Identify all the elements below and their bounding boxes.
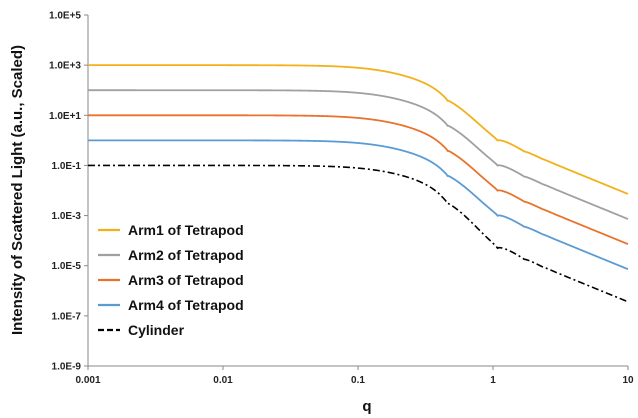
- y-tick-label: 1.0E+5: [49, 11, 81, 22]
- series-line-3: [88, 114, 629, 245]
- legend-label: Arm2 of Tetrapod: [128, 247, 244, 263]
- x-axis-ticks: 0.001 0.01 0.1 1 10: [75, 366, 634, 386]
- y-tick-label: 1.0E+3: [49, 61, 81, 72]
- x-tick-label: 0.1: [351, 375, 365, 386]
- legend-label: Arm3 of Tetrapod: [128, 272, 244, 288]
- y-axis-ticks: 1.0E-9 1.0E-7 1.0E-5 1.0E-3 1.0E-1 1.0E+1 1.0E…: [49, 11, 88, 373]
- legend-label: Arm1 of Tetrapod: [128, 222, 244, 238]
- legend-label: Cylinder: [128, 322, 185, 338]
- x-tick-label: 1: [490, 375, 496, 386]
- y-tick-label: 1.0E-1: [52, 161, 82, 172]
- x-tick-label: 10: [622, 375, 634, 386]
- y-tick-label: 1.0E-7: [52, 311, 82, 322]
- series-lines: [88, 64, 629, 303]
- x-axis-title: q: [362, 398, 371, 415]
- x-tick-label: 0.01: [213, 375, 233, 386]
- y-axis-title: Intensity of Scattered Light (a.u., Scal…: [9, 45, 26, 335]
- series-line-5: [88, 164, 629, 303]
- y-tick-label: 1.0E+1: [49, 111, 81, 122]
- y-tick-label: 1.0E-5: [52, 261, 82, 272]
- legend-label: Arm4 of Tetrapod: [128, 297, 244, 313]
- series-line-2: [88, 89, 629, 220]
- x-tick-label: 0.001: [75, 375, 100, 386]
- legend: Arm1 of Tetrapod Arm2 of Tetrapod Arm3 of …: [98, 222, 244, 338]
- series-line-1: [88, 64, 629, 195]
- y-tick-label: 1.0E-9: [52, 362, 82, 373]
- series-line-4: [88, 139, 629, 271]
- y-tick-label: 1.0E-3: [52, 211, 82, 222]
